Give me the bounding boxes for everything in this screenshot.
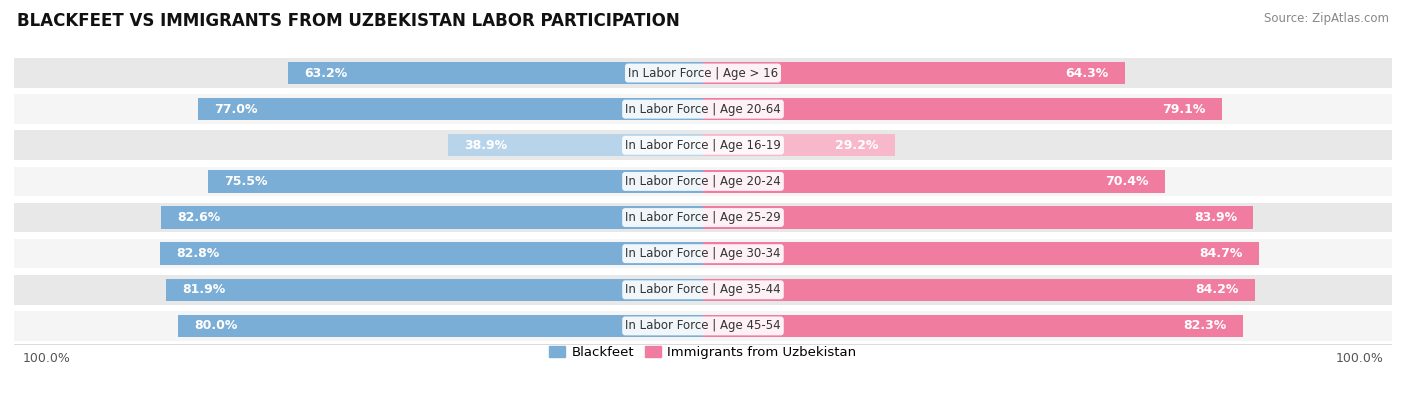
Text: 82.6%: 82.6% bbox=[177, 211, 221, 224]
Text: In Labor Force | Age 20-64: In Labor Force | Age 20-64 bbox=[626, 103, 780, 116]
Text: In Labor Force | Age 25-29: In Labor Force | Age 25-29 bbox=[626, 211, 780, 224]
Bar bbox=[14, 167, 1392, 196]
Bar bbox=[162, 206, 703, 229]
Bar bbox=[14, 275, 1392, 305]
Bar bbox=[14, 311, 1392, 341]
Text: 80.0%: 80.0% bbox=[194, 320, 238, 333]
Text: 63.2%: 63.2% bbox=[305, 66, 347, 79]
Bar bbox=[288, 62, 703, 84]
Text: 82.8%: 82.8% bbox=[176, 247, 219, 260]
Bar bbox=[14, 239, 1392, 269]
Text: 75.5%: 75.5% bbox=[224, 175, 267, 188]
Legend: Blackfeet, Immigrants from Uzbekistan: Blackfeet, Immigrants from Uzbekistan bbox=[544, 341, 862, 365]
Text: In Labor Force | Age 35-44: In Labor Force | Age 35-44 bbox=[626, 283, 780, 296]
Bar bbox=[703, 206, 1254, 229]
Bar bbox=[703, 315, 1243, 337]
Bar bbox=[160, 243, 703, 265]
Text: In Labor Force | Age > 16: In Labor Force | Age > 16 bbox=[628, 66, 778, 79]
Text: 70.4%: 70.4% bbox=[1105, 175, 1149, 188]
Bar bbox=[703, 243, 1258, 265]
Bar bbox=[703, 278, 1256, 301]
Text: 77.0%: 77.0% bbox=[214, 103, 257, 116]
Bar bbox=[703, 170, 1166, 193]
Text: 84.7%: 84.7% bbox=[1199, 247, 1243, 260]
Text: 29.2%: 29.2% bbox=[835, 139, 879, 152]
Bar bbox=[447, 134, 703, 156]
Bar bbox=[703, 98, 1222, 120]
Text: Source: ZipAtlas.com: Source: ZipAtlas.com bbox=[1264, 12, 1389, 25]
Bar bbox=[703, 134, 894, 156]
Text: BLACKFEET VS IMMIGRANTS FROM UZBEKISTAN LABOR PARTICIPATION: BLACKFEET VS IMMIGRANTS FROM UZBEKISTAN … bbox=[17, 12, 679, 30]
Text: In Labor Force | Age 30-34: In Labor Force | Age 30-34 bbox=[626, 247, 780, 260]
Bar bbox=[179, 315, 703, 337]
Text: 84.2%: 84.2% bbox=[1195, 283, 1239, 296]
Text: 83.9%: 83.9% bbox=[1194, 211, 1237, 224]
Bar bbox=[14, 203, 1392, 232]
Bar bbox=[198, 98, 703, 120]
Bar bbox=[703, 62, 1125, 84]
Text: In Labor Force | Age 20-24: In Labor Force | Age 20-24 bbox=[626, 175, 780, 188]
Text: 82.3%: 82.3% bbox=[1184, 320, 1226, 333]
Text: 79.1%: 79.1% bbox=[1163, 103, 1205, 116]
Text: 64.3%: 64.3% bbox=[1066, 66, 1108, 79]
Text: 81.9%: 81.9% bbox=[181, 283, 225, 296]
Bar bbox=[166, 278, 703, 301]
Text: In Labor Force | Age 45-54: In Labor Force | Age 45-54 bbox=[626, 320, 780, 333]
Bar bbox=[14, 94, 1392, 124]
Bar bbox=[14, 58, 1392, 88]
Text: 38.9%: 38.9% bbox=[464, 139, 508, 152]
Bar bbox=[208, 170, 703, 193]
Bar bbox=[14, 130, 1392, 160]
Text: In Labor Force | Age 16-19: In Labor Force | Age 16-19 bbox=[626, 139, 780, 152]
